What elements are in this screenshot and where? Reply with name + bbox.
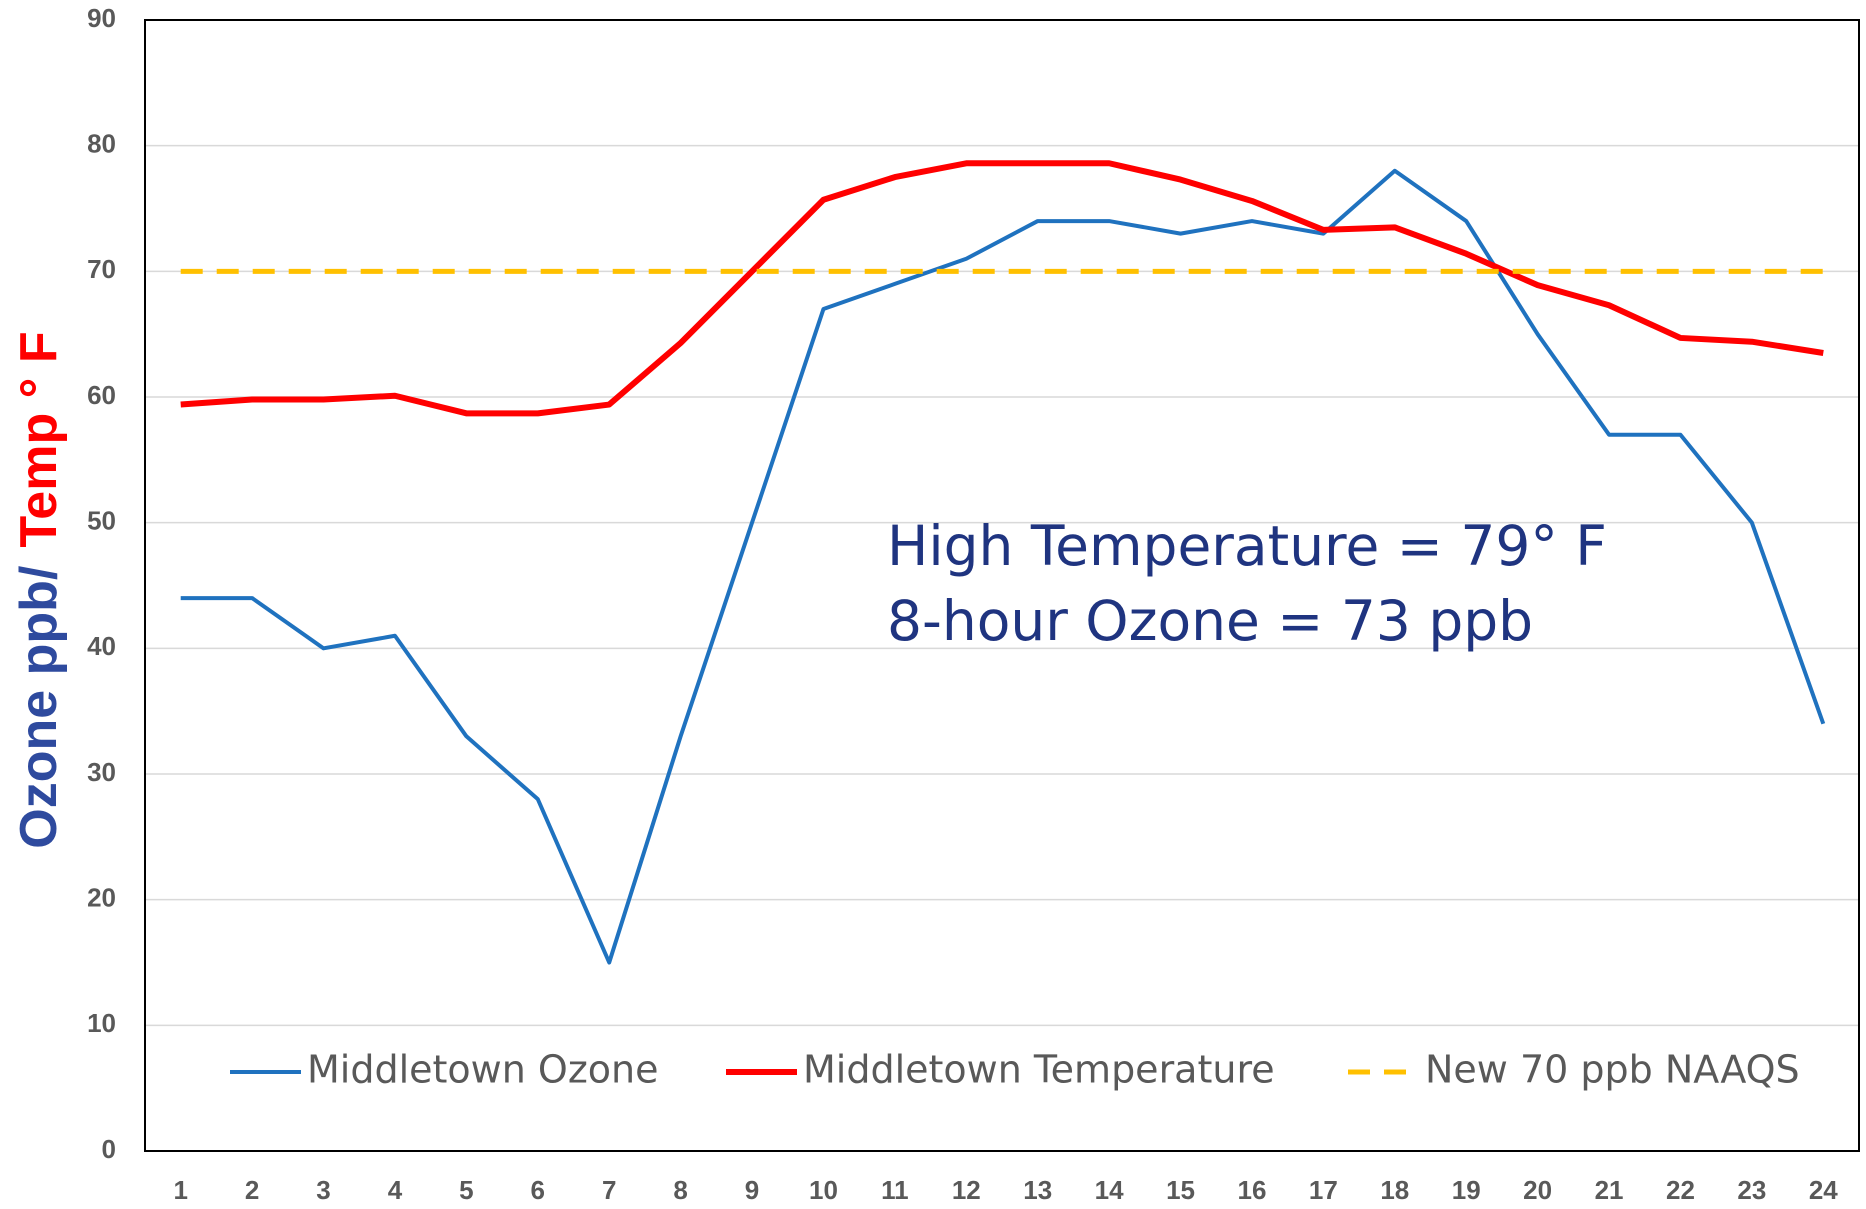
x-tick-label: 12: [952, 1175, 981, 1205]
plot-frame: [144, 19, 1860, 1152]
series-line: [180, 160, 1824, 417]
x-tick-label: 6: [531, 1175, 545, 1205]
y-axis-label-part: Temp ° F: [10, 331, 68, 547]
x-tick-label: 24: [1809, 1175, 1838, 1205]
x-tick-label: 22: [1666, 1175, 1695, 1205]
annotation: 8-hour Ozone = 73 ppb: [887, 589, 1533, 653]
y-tick-label: 0: [102, 1134, 116, 1164]
x-tick-label: 10: [809, 1175, 838, 1205]
x-tick-label: 14: [1095, 1175, 1124, 1205]
series-line: [180, 168, 1826, 965]
legend-label: New 70 ppb NAAQS: [1425, 1048, 1800, 1092]
y-tick-label: 50: [87, 506, 116, 536]
x-tick-label: 3: [316, 1175, 330, 1205]
x-tick-label: 1: [173, 1175, 187, 1205]
x-tick-label: 8: [673, 1175, 687, 1205]
x-tick-label: 9: [745, 1175, 759, 1205]
legend-label: Middletown Temperature: [803, 1048, 1275, 1092]
y-axis-label: Ozone ppb/Temp ° F: [10, 331, 68, 848]
y-tick-label: 30: [87, 757, 116, 787]
y-tick-label: 70: [87, 254, 116, 284]
y-tick-label: 20: [87, 883, 116, 913]
x-tick-label: 18: [1380, 1175, 1409, 1205]
legend-label: Middletown Ozone: [307, 1048, 658, 1092]
x-tick-label: 16: [1237, 1175, 1266, 1205]
x-tick-label: 23: [1737, 1175, 1766, 1205]
y-tick-label: 80: [87, 129, 116, 159]
x-tick-label: 2: [245, 1175, 259, 1205]
x-tick-label: 7: [602, 1175, 616, 1205]
y-axis-label-part: Ozone ppb/: [10, 566, 68, 849]
y-tick-label: 60: [87, 380, 116, 410]
annotation: High Temperature = 79° F: [887, 514, 1607, 578]
x-tick-label: 17: [1309, 1175, 1338, 1205]
x-tick-label: 5: [459, 1175, 473, 1205]
y-tick-label: 10: [87, 1008, 116, 1038]
x-tick-label: 21: [1595, 1175, 1624, 1205]
y-tick-label: 90: [87, 3, 116, 33]
x-tick-label: 11: [881, 1175, 909, 1205]
x-tick-label: 19: [1452, 1175, 1481, 1205]
y-tick-label: 40: [87, 631, 116, 661]
x-tick-label: 15: [1166, 1175, 1195, 1205]
x-tick-label: 20: [1523, 1175, 1552, 1205]
x-tick-label: 13: [1023, 1175, 1052, 1205]
x-tick-label: 4: [388, 1175, 403, 1205]
